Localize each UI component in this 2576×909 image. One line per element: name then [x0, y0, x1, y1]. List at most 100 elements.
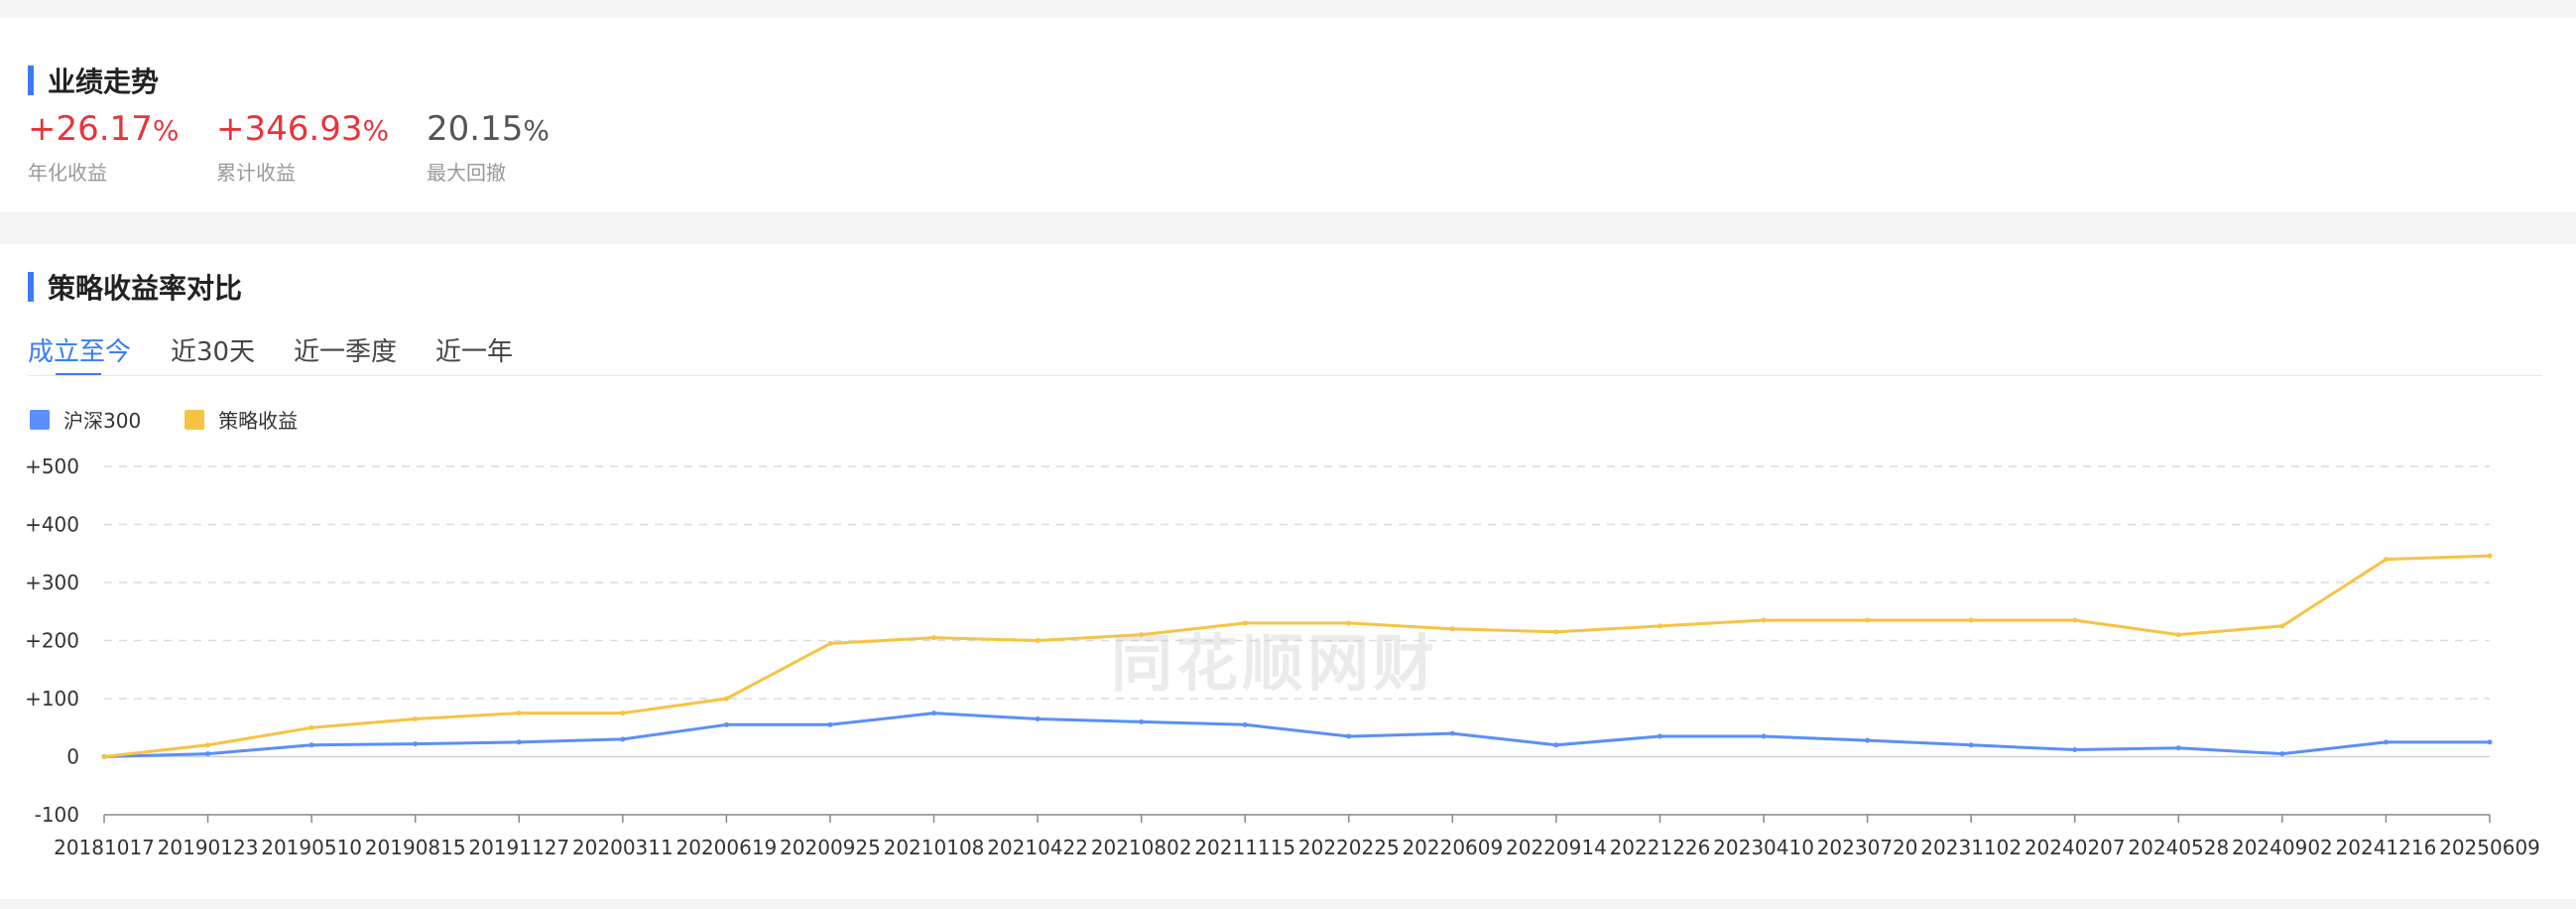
max-drawdown-stat: 20.15% 最大回撤 [427, 109, 550, 186]
legend-item-hs300[interactable]: 沪深300 [30, 405, 141, 434]
data-point-strategy [1865, 617, 1871, 623]
data-point-strategy [1035, 638, 1041, 643]
active-tab-underline [56, 373, 101, 376]
annualized-return-unit: % [152, 114, 180, 147]
performance-card: 业绩走势 +26.17% 年化收益 +346.93% 累计收益 20.15% 最… [0, 18, 2576, 212]
data-point-hs300 [2279, 751, 2285, 757]
data-point-hs300 [516, 739, 522, 745]
data-point-hs300 [1035, 715, 1041, 721]
x-tick-label: 20250609 [2439, 836, 2540, 859]
watermark: 同花顺网财 [1111, 627, 1439, 700]
performance-title: 业绩走势 [28, 65, 159, 98]
data-point-strategy [1242, 620, 1248, 626]
chart-legend: 沪深300 策略收益 [30, 405, 341, 434]
tab-30-days[interactable]: 近30天 [171, 337, 256, 367]
x-tick-label: 20220225 [1298, 836, 1400, 859]
x-tick-label: 20191127 [468, 836, 569, 859]
x-tick-label: 20210802 [1091, 836, 1192, 859]
data-point-strategy [1139, 632, 1145, 638]
data-point-hs300 [723, 721, 729, 727]
data-point-strategy [1346, 620, 1352, 626]
x-tick-label: 20220914 [1506, 836, 1607, 859]
data-point-strategy [827, 640, 833, 646]
x-tick-label: 20190815 [365, 836, 466, 859]
data-point-hs300 [2175, 745, 2181, 751]
data-point-hs300 [1865, 737, 1871, 743]
x-tick-label: 20220609 [1402, 836, 1503, 859]
series-line-strategy [103, 554, 2491, 758]
tab-one-year[interactable]: 近一年 [435, 337, 514, 367]
annualized-return-stat: +26.17% 年化收益 [28, 109, 179, 186]
cumulative-return-stat: +346.93% 累计收益 [216, 109, 389, 186]
x-tick-label: 20221226 [1610, 836, 1711, 859]
x-tick-label: 20240207 [2024, 836, 2126, 859]
title-accent-bar [28, 65, 34, 95]
annualized-return-value: +26.17 [28, 109, 153, 149]
tab-one-quarter[interactable]: 近一季度 [294, 337, 398, 367]
data-point-strategy [620, 711, 626, 716]
data-point-strategy [1449, 626, 1455, 632]
x-tick-label: 20181017 [54, 836, 155, 859]
y-tick-label: -100 [35, 803, 79, 827]
data-point-strategy [2072, 617, 2078, 623]
legend-item-strategy[interactable]: 策略收益 [184, 405, 298, 434]
data-point-hs300 [827, 721, 833, 727]
data-point-strategy [2279, 623, 2285, 629]
comparison-title: 策略收益率对比 [28, 272, 242, 305]
data-point-strategy [205, 742, 211, 748]
data-point-strategy [413, 715, 419, 721]
x-tick-label: 20231102 [1920, 836, 2022, 859]
data-point-hs300 [1449, 730, 1455, 736]
y-tick-label: +200 [25, 629, 79, 653]
x-tick-label: 20241216 [2336, 836, 2437, 859]
y-tick-label: +100 [25, 687, 79, 711]
data-point-hs300 [1968, 742, 1974, 748]
data-point-hs300 [1242, 721, 1248, 727]
x-tick-label: 20230410 [1713, 836, 1814, 859]
data-point-strategy [723, 696, 729, 702]
x-tick-label: 20210108 [884, 836, 985, 859]
data-point-hs300 [1553, 742, 1559, 748]
data-point-strategy [1761, 617, 1767, 623]
data-point-hs300 [1139, 718, 1145, 724]
data-point-strategy [2175, 632, 2181, 638]
data-point-strategy [931, 635, 937, 641]
title-accent-bar [28, 272, 34, 302]
max-drawdown-label: 最大回撤 [427, 161, 506, 185]
y-tick-label: +500 [25, 454, 79, 478]
x-tick-label: 20210422 [987, 836, 1088, 859]
cumulative-return-label: 累计收益 [216, 161, 296, 185]
data-point-hs300 [1761, 733, 1767, 739]
data-point-hs300 [1346, 733, 1352, 739]
x-tick-label: 20211115 [1194, 836, 1295, 859]
comparison-card: 策略收益率对比 成立至今 近30天 近一季度 近一年 沪深300 策略收益 +5… [0, 244, 2576, 899]
data-point-strategy [2487, 553, 2493, 559]
returns-line-chart: +500 +400 +300 +200 +100 0 -100 20181017 2019012… [25, 454, 2540, 859]
x-tick-label: 20240528 [2128, 836, 2229, 859]
data-point-strategy [516, 711, 522, 716]
cumulative-return-value: +346.93 [216, 109, 363, 149]
x-tick-label: 20190123 [158, 836, 259, 859]
x-tick-label: 20190510 [261, 836, 362, 859]
data-point-hs300 [2383, 739, 2389, 745]
max-drawdown-unit: % [523, 114, 550, 147]
max-drawdown-value: 20.15 [427, 109, 524, 149]
data-point-hs300 [620, 736, 626, 742]
performance-title-text: 业绩走势 [48, 65, 160, 98]
data-point-hs300 [308, 742, 314, 748]
x-tick-label: 20200925 [780, 836, 881, 859]
legend-swatch-strategy [184, 409, 205, 430]
annualized-return-label: 年化收益 [28, 161, 107, 185]
data-point-hs300 [205, 751, 211, 757]
data-point-hs300 [931, 711, 937, 716]
data-point-strategy [2383, 557, 2389, 563]
x-tick-label: 20200619 [675, 836, 777, 859]
y-tick-label: +400 [25, 513, 79, 537]
tab-since-inception[interactable]: 成立至今 [28, 337, 132, 367]
tabs-divider [28, 375, 2541, 376]
legend-label-hs300: 沪深300 [63, 409, 142, 433]
data-point-hs300 [2487, 739, 2493, 745]
data-point-strategy [1968, 617, 1974, 623]
legend-label-strategy: 策略收益 [218, 409, 299, 433]
comparison-title-text: 策略收益率对比 [48, 272, 243, 305]
